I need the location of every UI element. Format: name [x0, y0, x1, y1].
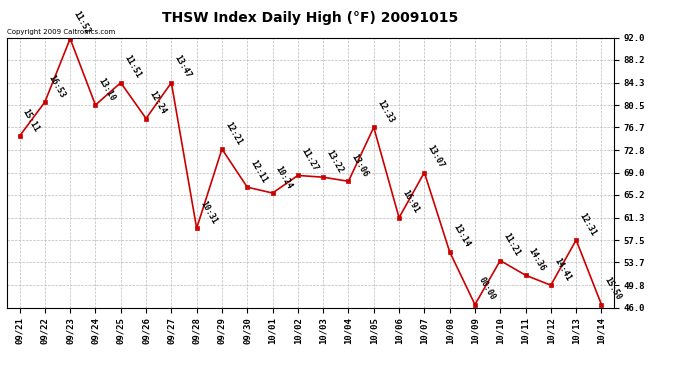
Text: 12:31: 12:31: [578, 211, 598, 237]
Text: 13:14: 13:14: [451, 223, 471, 249]
Text: 12:24: 12:24: [148, 90, 168, 116]
Text: 13:47: 13:47: [172, 54, 193, 80]
Text: 16:91: 16:91: [400, 189, 421, 215]
Text: 11:27: 11:27: [299, 147, 319, 172]
Text: 13:22: 13:22: [324, 148, 345, 174]
Text: 14:41: 14:41: [552, 256, 573, 282]
Text: 11:51: 11:51: [122, 54, 142, 80]
Text: 12:11: 12:11: [248, 158, 269, 184]
Text: 11:21: 11:21: [502, 232, 522, 258]
Text: 12:33: 12:33: [375, 98, 395, 124]
Text: 12:21: 12:21: [224, 120, 244, 146]
Text: 13:07: 13:07: [426, 144, 446, 170]
Text: 15:50: 15:50: [603, 276, 623, 302]
Text: 15:11: 15:11: [21, 107, 41, 134]
Text: 16:53: 16:53: [46, 73, 66, 99]
Text: 13:10: 13:10: [97, 76, 117, 102]
Text: THSW Index Daily High (°F) 20091015: THSW Index Daily High (°F) 20091015: [162, 11, 459, 25]
Text: 10:24: 10:24: [274, 164, 294, 190]
Text: 14:36: 14:36: [527, 246, 547, 273]
Text: 10:31: 10:31: [198, 200, 218, 225]
Text: 13:06: 13:06: [350, 152, 370, 178]
Text: 00:00: 00:00: [476, 276, 497, 302]
Text: Copyright 2009 Caltronics.com: Copyright 2009 Caltronics.com: [7, 29, 115, 35]
Text: 11:52: 11:52: [72, 10, 92, 36]
